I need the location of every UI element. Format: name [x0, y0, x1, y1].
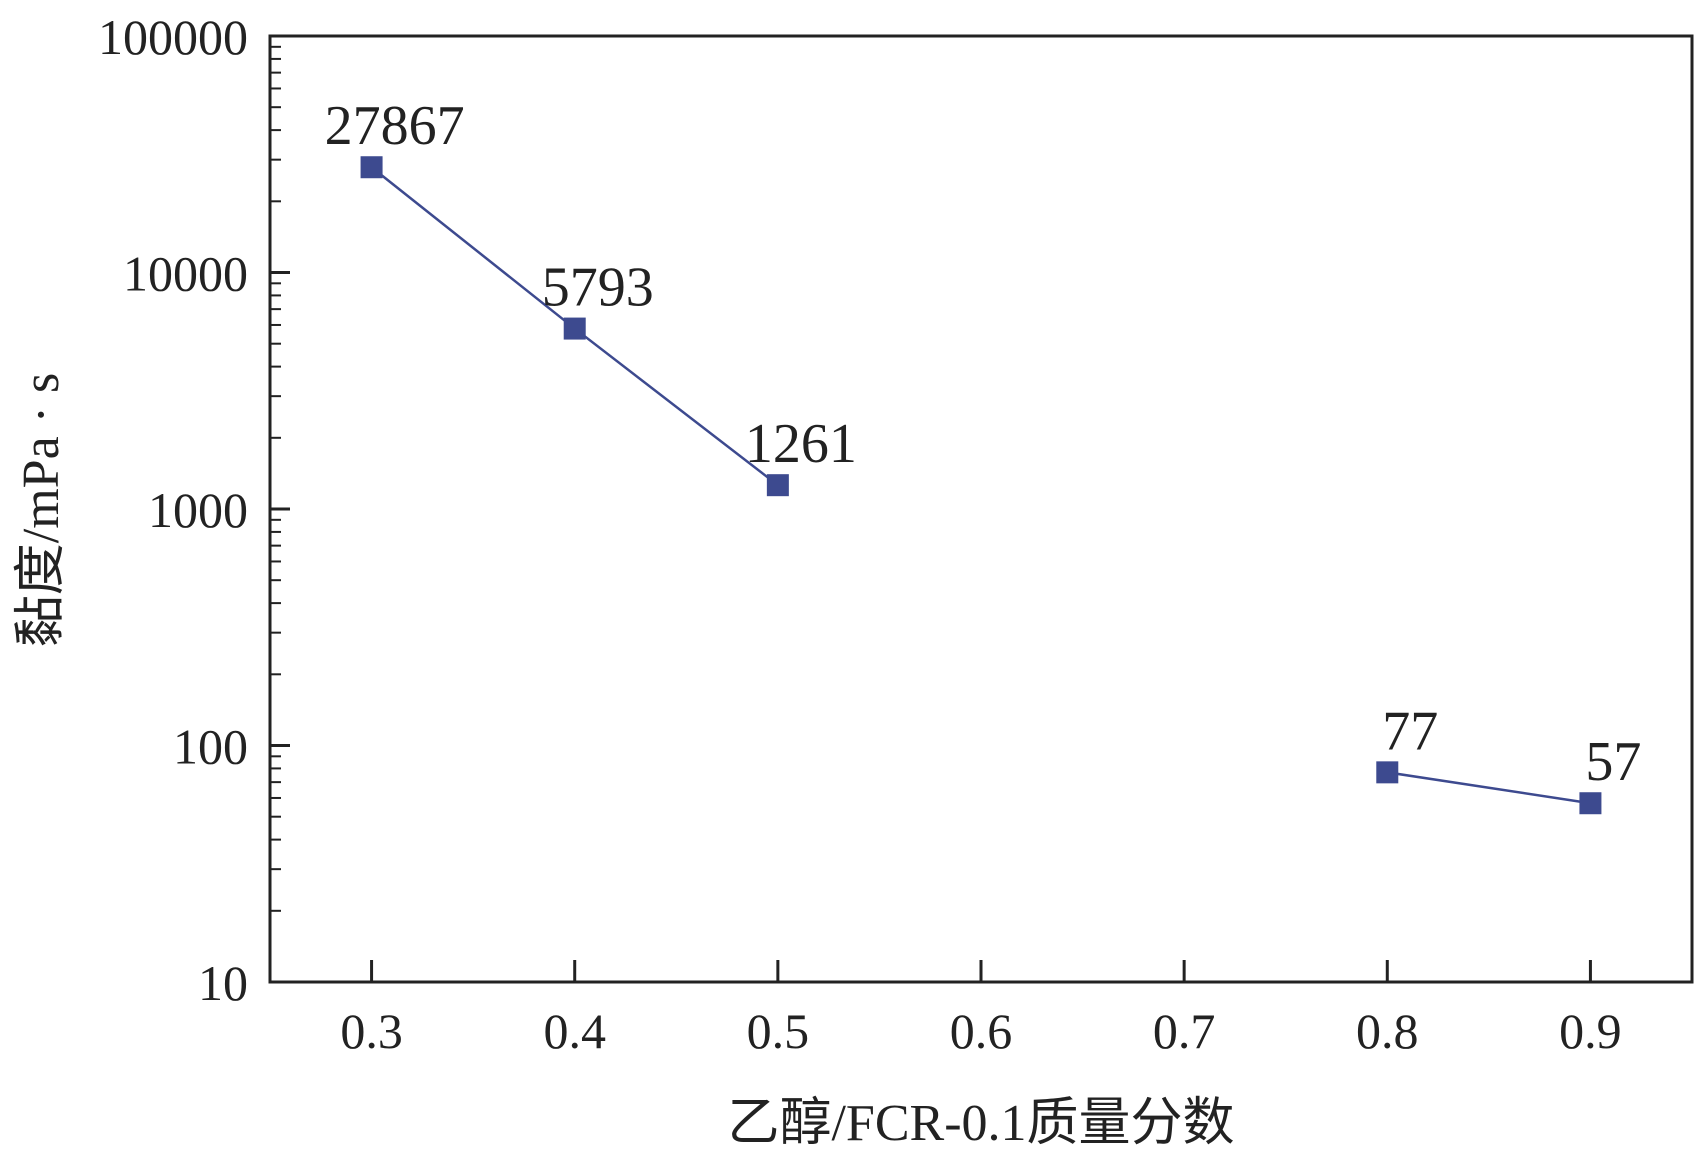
y-axis-title: 黏度/mPa · s	[13, 373, 70, 647]
x-axis-title: 乙醇/FCR-0.1质量分数	[727, 1095, 1234, 1152]
x-tick-label: 0.7	[1153, 1003, 1216, 1059]
x-tick-label: 0.6	[950, 1003, 1013, 1059]
y-tick-label: 10	[198, 955, 248, 1011]
data-point-marker	[1376, 761, 1399, 784]
data-point-label: 27867	[325, 95, 465, 157]
data-point-label: 1261	[745, 413, 857, 475]
data-point-label: 77	[1382, 700, 1438, 762]
series-line-segment	[1387, 771, 1591, 805]
y-tick-labels: 10 100 1000 10000 100000	[98, 9, 248, 1011]
data-point-label: 57	[1585, 731, 1641, 793]
tick-marks	[270, 34, 1592, 984]
x-tick-label: 0.4	[543, 1003, 606, 1059]
series-markers	[360, 156, 1602, 815]
x-tick-label: 0.5	[747, 1003, 810, 1059]
y-tick-label: 100000	[98, 9, 248, 65]
x-tick-label: 0.9	[1559, 1003, 1622, 1059]
data-point-marker	[360, 156, 383, 179]
y-tick-label: 100	[173, 719, 248, 775]
x-tick-label: 0.8	[1356, 1003, 1419, 1059]
x-tick-labels: 0.3 0.4 0.5 0.6 0.7 0.8 0.9	[340, 1003, 1621, 1059]
data-point-marker	[766, 474, 789, 497]
y-tick-label: 10000	[123, 246, 248, 302]
plot-frame	[268, 34, 1694, 984]
x-tick-label: 0.3	[340, 1003, 403, 1059]
data-labels: 27867 5793 1261 77 57	[325, 95, 1642, 793]
data-point-label: 5793	[542, 257, 654, 319]
data-point-marker	[563, 317, 586, 340]
y-tick-label: 1000	[148, 482, 248, 538]
data-point-marker	[1579, 792, 1602, 815]
